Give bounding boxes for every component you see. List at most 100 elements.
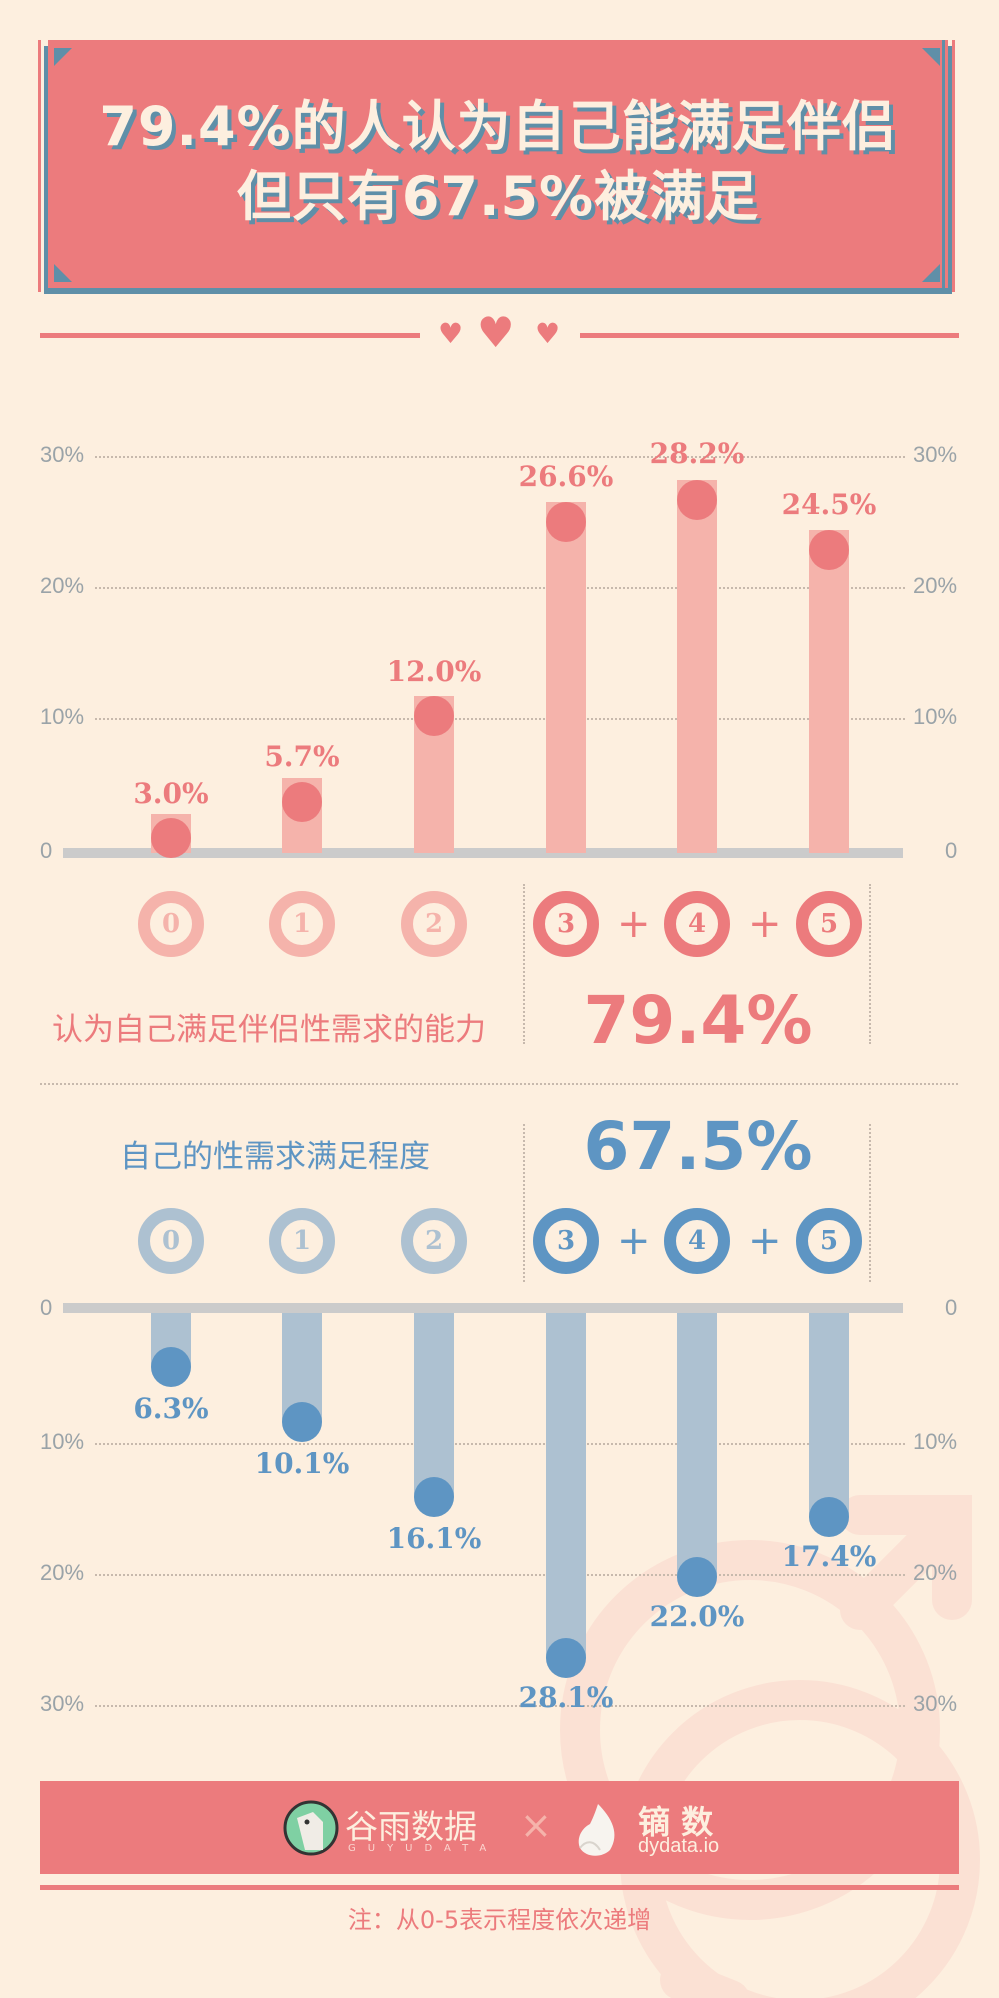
baseline-top [63,848,903,858]
title-banner [48,40,948,288]
plus-sign: + [617,901,651,947]
bar-bottom-0-cap [151,1347,191,1387]
brand-dydata-en: dydata.io [638,1835,720,1857]
banner-edge-right [942,40,945,292]
plus-sign: + [748,901,782,947]
corner-decoration-icon [54,264,72,282]
heart-icon-small: ♥ [438,317,464,350]
group-separator-left [523,1124,525,1282]
bar-top-1-cap [282,782,322,822]
value-label-bottom-0: 6.3% [133,1392,209,1425]
value-label-bottom-3: 28.1% [518,1681,614,1714]
title-line-2: 但只有67.5%被满足 [236,165,760,228]
bar-top-5-cap [809,530,849,570]
value-label-bottom-4: 22.0% [649,1600,745,1633]
gender-symbol-background-icon [560,1495,980,1998]
level-badge-top-3: 3 [533,891,599,957]
value-label-bottom-5: 17.4% [781,1540,877,1573]
banner-edge-left [38,40,41,292]
dydata-logo-icon [578,1804,615,1856]
gridline-bottom-10 [95,1443,905,1445]
guyudata-logo-icon [283,1800,339,1856]
bar-bottom-5-cap [809,1497,849,1537]
page-title: 79.4%的人认为自己能满足伴侣 但只有67.5%被满足 [48,92,948,232]
bar-bottom-2-cap [414,1477,454,1517]
y-tick-bottom-10-right: 10% [913,1429,958,1454]
bar-top-5 [809,530,849,853]
bar-top-4-cap [677,480,717,520]
bar-bottom-2 [414,1303,454,1497]
y-tick-top-10-right: 10% [913,704,958,729]
brand-guyudata-en: GUYUDATA [348,1843,499,1854]
value-label-top-5: 24.5% [781,488,877,521]
plus-sign: + [617,1218,651,1264]
y-tick-top-20-right: 20% [913,573,958,598]
level-badge-bottom-2: 2 [401,1208,467,1274]
value-label-top-0: 3.0% [133,777,209,810]
group-separator-right [869,1124,871,1282]
gridline-top-20 [95,587,905,589]
y-tick-top-20-left: 20% [40,573,85,598]
y-tick-bottom-30-left: 30% [40,1691,85,1716]
footnote: 注：从0-5表示程度依次递增 [347,1906,652,1934]
corner-decoration-icon [54,48,72,66]
y-tick-top-30-right: 30% [913,442,958,467]
gridline-top-10 [95,718,905,720]
top-section-label: 认为自己满足伴侣性需求的能力 [52,1012,486,1048]
bar-bottom-3-cap [546,1638,586,1678]
value-label-bottom-2: 16.1% [386,1522,482,1555]
group-separator-left [523,884,525,1044]
bar-top-4 [677,480,717,853]
heart-icon-small: ♥ [535,317,561,350]
gridline-bottom-20 [95,1574,905,1576]
times-icon: × [520,1803,552,1847]
top-section-total: 79.4% [583,982,813,1059]
bar-top-2-cap [414,696,454,736]
level-badge-top-5: 5 [796,891,862,957]
level-badge-bottom-3: 3 [533,1208,599,1274]
level-badge-bottom-5: 5 [796,1208,862,1274]
level-badge-bottom-4: 4 [664,1208,730,1274]
bar-bottom-1-cap [282,1402,322,1442]
level-badge-top-0: 0 [138,891,204,957]
footer-brand-bar [40,1781,959,1874]
value-label-bottom-1: 10.1% [254,1447,350,1480]
bar-top-0-cap [151,818,191,858]
level-badge-bottom-1: 1 [269,1208,335,1274]
heart-icon-large: ♥ [477,308,515,357]
y-tick-top-0-right: 0 [945,838,958,863]
section-divider [40,1083,958,1085]
bar-top-3-cap [546,502,586,542]
brand-dydata-cn: 镝 数 [638,1803,714,1841]
bottom-section-total: 67.5% [583,1108,813,1185]
banner-edge-right-outer [952,40,955,292]
y-tick-top-0-left: 0 [40,838,53,863]
level-badge-bottom-0: 0 [138,1208,204,1274]
corner-decoration-icon [922,264,940,282]
value-label-top-3: 26.6% [518,460,614,493]
level-badge-top-2: 2 [401,891,467,957]
bar-bottom-5 [809,1303,849,1517]
value-label-top-1: 5.7% [264,740,340,773]
y-tick-bottom-10-left: 10% [40,1429,85,1454]
divider-line-right [580,333,959,338]
y-tick-bottom-0-left: 0 [40,1295,53,1320]
y-tick-bottom-30-right: 30% [913,1691,958,1716]
brand-guyudata-cn: 谷雨数据 [345,1807,477,1846]
value-label-top-4: 28.2% [649,437,745,470]
baseline-bottom [63,1303,903,1313]
value-label-top-2: 12.0% [386,655,482,688]
plus-sign: + [748,1218,782,1264]
y-tick-bottom-0-right: 0 [945,1295,958,1320]
bar-bottom-4-cap [677,1557,717,1597]
gridline-top-30 [95,456,905,458]
y-tick-top-10-left: 10% [40,704,85,729]
bar-top-3 [546,502,586,853]
gridline-bottom-30 [95,1705,905,1707]
bar-bottom-3 [546,1303,586,1658]
group-separator-right [869,884,871,1044]
footer-divider [40,1885,959,1890]
bottom-section-label: 自己的性需求满足程度 [120,1139,430,1175]
y-tick-top-30-left: 30% [40,442,85,467]
y-tick-bottom-20-left: 20% [40,1560,85,1585]
